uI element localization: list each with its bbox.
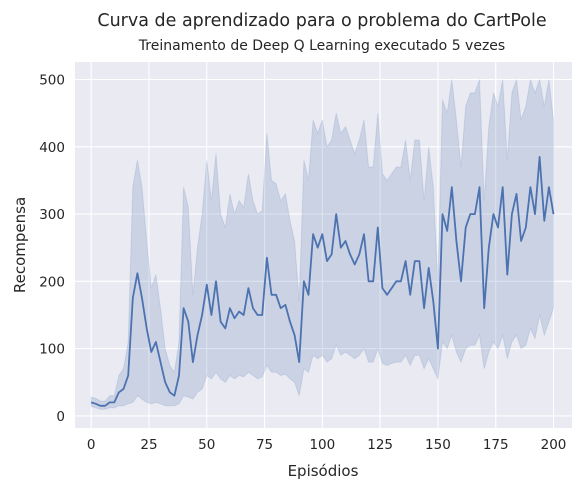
x-tick-label: 75 — [256, 437, 273, 453]
y-tick-label: 500 — [39, 72, 65, 88]
x-tick-label: 175 — [483, 437, 509, 453]
chart-subtitle: Treinamento de Deep Q Learning executado… — [138, 38, 505, 54]
x-tick-label: 125 — [367, 437, 393, 453]
x-tick-label: 200 — [541, 437, 567, 453]
y-tick-label: 0 — [56, 409, 65, 425]
y-tick-label: 400 — [39, 140, 65, 156]
y-axis-label: Recompensa — [11, 197, 29, 293]
y-tick-label: 200 — [39, 274, 65, 290]
y-tick-label: 300 — [39, 207, 65, 223]
x-axis-label: Episódios — [288, 462, 359, 480]
x-tick-label: 50 — [198, 437, 215, 453]
y-tick-label: 100 — [39, 342, 65, 358]
chart-title: Curva de aprendizado para o problema do … — [97, 11, 546, 31]
y-axis-ticks: 0 100 200 300 400 500 — [39, 72, 65, 424]
x-axis-ticks: 0 25 50 75 100 125 150 175 200 — [87, 437, 567, 453]
mean-reward-line — [90, 156, 555, 407]
x-tick-label: 0 — [87, 437, 96, 453]
x-tick-label: 25 — [140, 437, 157, 453]
x-tick-label: 150 — [425, 437, 451, 453]
grid-lines — [75, 62, 572, 428]
x-tick-label: 100 — [309, 437, 335, 453]
